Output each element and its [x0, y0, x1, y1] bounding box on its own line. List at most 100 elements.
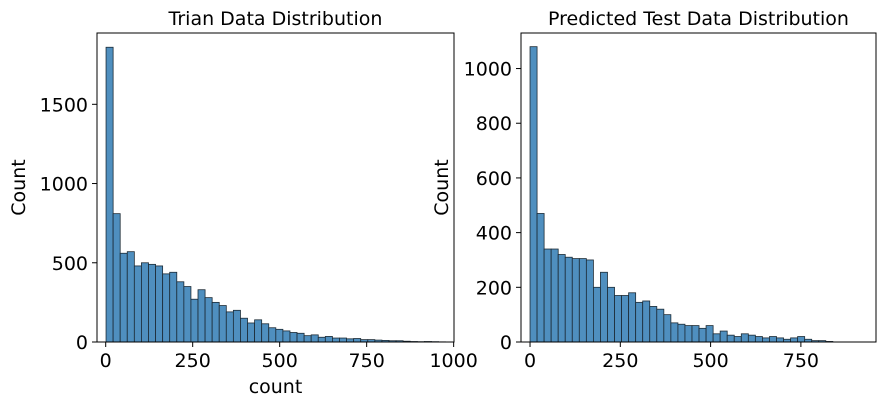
histogram-bar	[642, 300, 651, 343]
y-tick-label: 800	[476, 113, 512, 135]
y-tick-label: 0	[76, 332, 88, 354]
histogram-bar	[112, 213, 121, 343]
y-tick-label: 1500	[40, 94, 88, 116]
x-tick-label: 0	[100, 350, 112, 372]
histogram-bar	[698, 327, 707, 343]
histogram-bar	[176, 281, 185, 343]
histogram-bar	[762, 337, 770, 343]
histogram-bar	[578, 258, 587, 343]
histogram-bar	[275, 328, 284, 343]
histogram-bar	[571, 258, 580, 343]
histogram-bar	[141, 262, 149, 343]
axes-frame	[520, 32, 877, 343]
histogram-bar	[353, 338, 362, 343]
y-tick-label: 600	[476, 168, 512, 190]
histogram-bar	[133, 265, 142, 343]
histogram-bar	[705, 325, 714, 343]
histogram-bar	[211, 301, 220, 343]
histogram-bar	[670, 322, 679, 343]
x-tick-label: 0	[524, 350, 536, 372]
histogram-bar	[126, 251, 135, 343]
histogram-bar	[332, 337, 340, 343]
histogram-bar	[183, 286, 192, 343]
histogram-bar	[621, 295, 630, 343]
histogram-bar	[557, 254, 566, 343]
histogram-bar	[797, 336, 806, 343]
histogram-bar	[684, 325, 693, 343]
y-axis-label: Count	[431, 159, 453, 215]
x-tick-label: 250	[175, 350, 211, 372]
histogram-bar	[218, 305, 227, 343]
histogram-bar	[190, 298, 199, 343]
y-axis-label: Count	[8, 159, 30, 215]
histogram-bar	[585, 259, 594, 343]
histogram-bar	[317, 336, 326, 343]
y-tick-label: 200	[476, 277, 512, 299]
x-tick-label: 750	[349, 350, 385, 372]
x-tick-label: 500	[262, 350, 298, 372]
histogram-bar	[339, 337, 347, 343]
axes-frame	[96, 32, 455, 343]
histogram-bar	[600, 271, 608, 343]
chart-panel-1: 0 250 500 750 1000 0 500 1000 1500 Trian Data Dis…	[8, 8, 478, 398]
histogram-bar	[628, 292, 637, 343]
histogram-bar	[162, 273, 171, 343]
chart-title: Trian Data Distribution	[168, 8, 383, 30]
histogram-bar	[289, 332, 298, 343]
histogram-bar	[296, 332, 305, 343]
x-tick-label: 750	[783, 350, 819, 372]
histogram-bar	[282, 330, 291, 343]
histogram-bar	[254, 319, 263, 343]
histogram-bar	[155, 265, 164, 343]
y-tick-label: 1000	[464, 59, 512, 81]
histogram-bar	[656, 308, 665, 343]
y-tick-label: 400	[476, 223, 512, 245]
x-tick-label: 1000	[429, 350, 477, 372]
chart-panel-2: 0 250 500 750 0 200 400 600 800 1000 Predicted Tes…	[431, 8, 877, 372]
histogram-bar	[197, 289, 206, 343]
histogram-bar	[790, 337, 799, 343]
histogram-bar	[536, 213, 545, 343]
histogram-bar	[247, 322, 255, 343]
histogram-bar	[733, 336, 742, 343]
histogram-bar	[677, 323, 686, 343]
histogram-bar	[324, 336, 333, 343]
histogram-bar	[691, 325, 700, 343]
histogram-bar	[769, 336, 777, 343]
histogram-bar	[726, 334, 735, 343]
y-tick-label: 1000	[40, 174, 88, 196]
histogram-bar	[105, 46, 114, 343]
histogram-bar	[225, 311, 234, 343]
histogram-bar	[550, 248, 559, 343]
histogram-bar	[303, 335, 312, 343]
histogram-bar	[747, 334, 756, 343]
histogram-bar	[148, 263, 156, 343]
histogram-bar	[663, 314, 672, 343]
histogram-bar	[719, 330, 728, 343]
histogram-bar	[268, 327, 277, 343]
x-tick-label: 500	[692, 350, 728, 372]
histogram-bar	[593, 286, 601, 343]
y-tick-label: 500	[52, 253, 88, 275]
histogram-bar	[240, 317, 248, 343]
histogram-bar	[529, 46, 538, 343]
histogram-bar	[310, 334, 319, 343]
histogram-bar	[204, 297, 213, 343]
histogram-bar	[261, 323, 270, 343]
histogram-bar	[543, 248, 552, 343]
histogram-bar	[635, 301, 644, 343]
histogram-bar	[740, 333, 749, 343]
x-axis-label: count	[249, 376, 303, 398]
histogram-bar	[607, 286, 615, 343]
x-tick-label: 250	[602, 350, 638, 372]
histogram-bar	[776, 337, 784, 343]
chart-title: Predicted Test Data Distribution	[548, 8, 849, 30]
histogram-bar	[754, 336, 763, 343]
histogram-bar	[169, 271, 178, 343]
y-tick-label: 0	[500, 332, 512, 354]
histogram-bar	[649, 306, 658, 343]
histogram-bar	[614, 295, 622, 343]
histogram-bar	[119, 252, 128, 343]
histogram-bar	[232, 309, 241, 343]
